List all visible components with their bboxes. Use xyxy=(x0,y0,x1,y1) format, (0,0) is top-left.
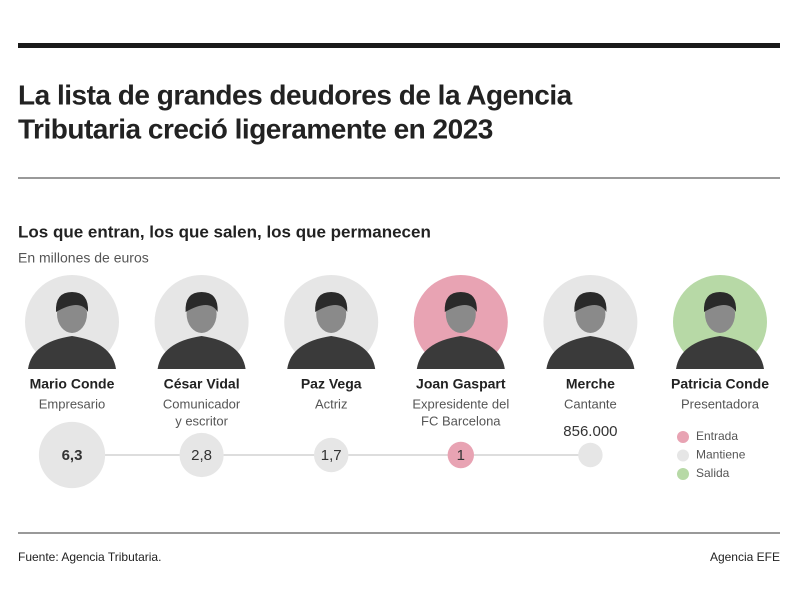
portrait-body xyxy=(287,336,376,369)
person-name: Joan Gaspart xyxy=(416,376,506,392)
value-label: 1 xyxy=(457,447,465,464)
portrait xyxy=(287,292,376,369)
unit-note: En millones de euros xyxy=(18,250,149,266)
bubble xyxy=(179,432,224,478)
person-role: Empresario xyxy=(39,396,105,411)
portrait-hair xyxy=(444,292,477,312)
portrait-body xyxy=(28,336,116,369)
subtitle: Los que entran, los que salen, los que p… xyxy=(18,222,431,241)
portrait-body xyxy=(416,336,505,369)
portrait xyxy=(676,292,764,369)
portrait-body xyxy=(546,336,635,369)
portrait-hair xyxy=(315,292,348,312)
person-name: César Vidal xyxy=(164,376,240,392)
person-role: Cantante xyxy=(564,396,617,411)
legend-swatch xyxy=(677,468,689,480)
legend-swatch xyxy=(677,431,689,443)
portrait xyxy=(157,292,246,369)
person-name: Paz Vega xyxy=(301,376,362,392)
portrait-hair xyxy=(185,292,218,312)
bubble xyxy=(447,441,474,469)
person-role: Expresidente del xyxy=(412,396,509,411)
legend-label: Mantiene xyxy=(696,448,746,462)
legend-label: Salida xyxy=(696,466,730,480)
person-role: Presentadora xyxy=(681,396,760,411)
bubble xyxy=(578,442,603,468)
credit: Agencia EFE xyxy=(710,550,780,564)
chart-title: Tributaria creció ligeramente en 2023 xyxy=(18,113,493,144)
person-role: FC Barcelona xyxy=(421,413,501,428)
legend-label: Entrada xyxy=(696,429,738,443)
top-bar xyxy=(18,43,780,48)
portrait-hair xyxy=(703,292,737,312)
person-role: y escritor xyxy=(175,413,228,428)
portrait xyxy=(416,292,505,369)
portrait-body xyxy=(157,336,246,369)
person-name: Mario Conde xyxy=(30,376,115,392)
person-role: Comunicador xyxy=(163,396,241,411)
person-name: Merche xyxy=(566,376,615,392)
portrait xyxy=(546,292,635,369)
portrait xyxy=(28,292,116,369)
portrait-hair xyxy=(574,292,607,312)
chart-title: La lista de grandes deudores de la Agenc… xyxy=(18,79,573,110)
person-role: Actriz xyxy=(315,396,348,411)
portrait-hair xyxy=(55,292,89,312)
source: Fuente: Agencia Tributaria. xyxy=(18,550,161,564)
value-label: 1,7 xyxy=(321,447,342,464)
value-label: 2,8 xyxy=(191,447,212,464)
legend-swatch xyxy=(677,449,689,462)
value-label: 6,3 xyxy=(62,447,83,464)
portrait-body xyxy=(676,336,764,369)
person-name: Patricia Conde xyxy=(671,376,769,392)
value-label: 856.000 xyxy=(563,423,617,440)
bubble xyxy=(313,437,349,473)
bubble xyxy=(38,421,106,489)
